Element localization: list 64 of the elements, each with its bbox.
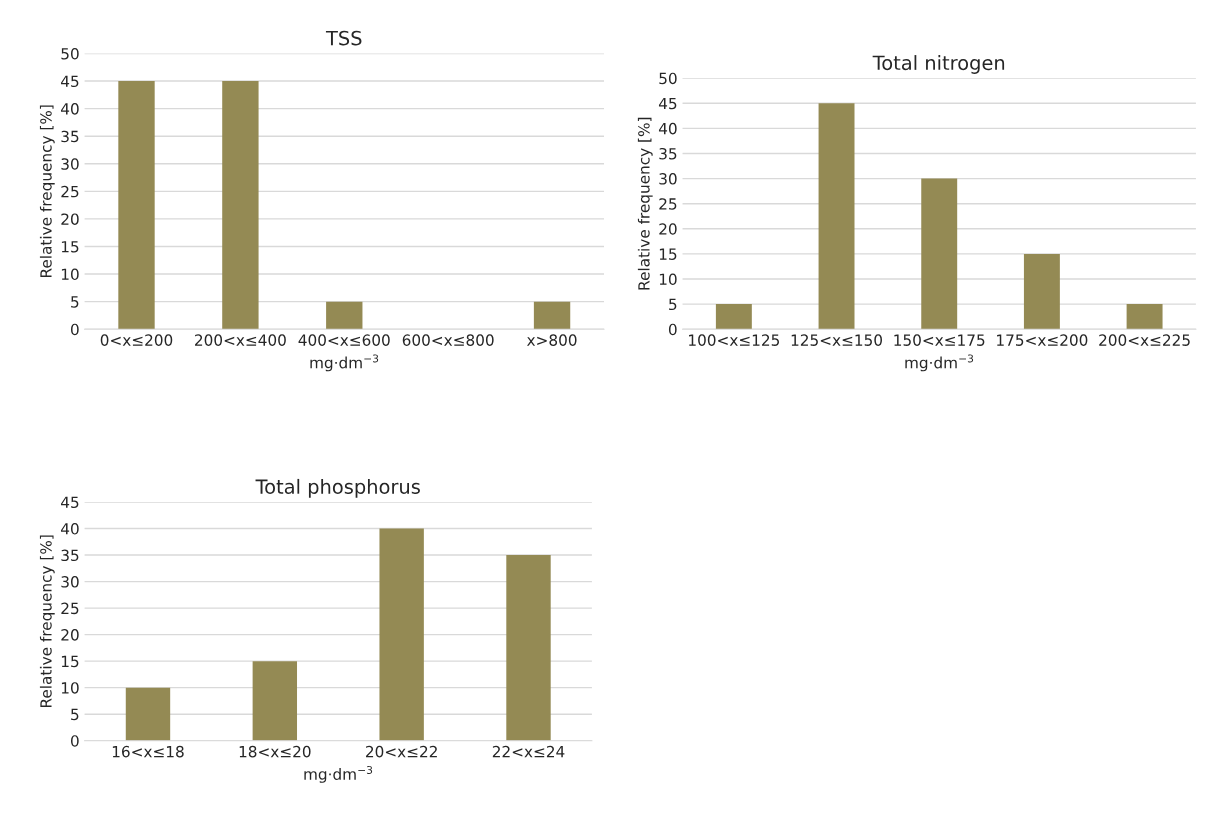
bar <box>818 103 855 330</box>
x-tick-label: 18<x≤20 <box>239 745 311 758</box>
chart-title: TSS <box>325 30 362 46</box>
y-tick-label: 30 <box>61 576 79 588</box>
y-tick-label: 15 <box>659 248 677 260</box>
bar <box>252 661 298 741</box>
x-tick-label: 22<x≤24 <box>492 745 565 758</box>
y-tick-label: 0 <box>668 323 677 336</box>
y-tick-label: 25 <box>659 198 677 210</box>
y-axis-title: Relative frequency [%] <box>39 105 55 278</box>
y-tick-label: 5 <box>71 296 79 308</box>
x-tick-label: 400<x≤600 <box>298 334 390 346</box>
y-tick-label: 10 <box>659 273 677 286</box>
y-tick-label: 15 <box>61 241 79 253</box>
bar <box>506 555 551 741</box>
chart-title: Total nitrogen <box>872 55 1005 74</box>
y-tick-label: 30 <box>61 158 79 170</box>
y-axis-title: Relative frequency [%] <box>637 117 653 290</box>
x-axis-title: mg·dm$^{−3}$ <box>310 354 379 372</box>
y-tick-label: 50 <box>659 72 677 85</box>
y-tick-label: 35 <box>659 147 677 160</box>
x-tick-label: x>800 <box>526 334 577 346</box>
x-axis-title: mg·dm$^{−3}$ <box>905 354 974 372</box>
y-tick-label: 40 <box>658 122 677 135</box>
x-tick-label: 200<x≤225 <box>1099 334 1190 346</box>
y-tick-label: 45 <box>61 75 79 88</box>
y-tick-label: 45 <box>658 97 677 110</box>
x-tick-label: 200<x≤400 <box>195 334 286 346</box>
bar <box>1023 253 1060 330</box>
y-tick-label: 0 <box>70 735 79 747</box>
y-tick-label: 10 <box>61 268 79 281</box>
y-tick-label: 35 <box>61 549 79 562</box>
bar <box>125 687 171 741</box>
y-tick-label: 45 <box>61 496 79 509</box>
bar <box>715 304 752 330</box>
y-tick-label: 25 <box>61 602 79 615</box>
y-tick-label: 15 <box>61 655 79 668</box>
bar <box>1126 304 1163 330</box>
x-tick-label: 0<x≤200 <box>100 334 173 346</box>
y-tick-label: 40 <box>61 103 79 115</box>
y-tick-label: 0 <box>70 323 79 336</box>
y-tick-label: 5 <box>669 298 677 311</box>
bar <box>921 178 958 330</box>
x-tick-label: 175<x≤200 <box>997 334 1088 346</box>
x-tick-label: 150<x≤175 <box>894 334 985 346</box>
y-tick-label: 50 <box>61 47 79 60</box>
x-tick-label: 600<x≤800 <box>402 334 494 346</box>
x-tick-label: 16<x≤18 <box>112 745 184 758</box>
y-tick-label: 40 <box>61 523 79 535</box>
y-tick-label: 20 <box>61 213 79 225</box>
x-tick-label: 100<x≤125 <box>689 334 780 346</box>
y-tick-label: 10 <box>61 682 79 694</box>
y-tick-label: 5 <box>71 708 79 721</box>
x-tick-label: 20<x≤22 <box>366 745 437 758</box>
y-tick-label: 35 <box>61 130 79 143</box>
chart-title: Total phosphorus <box>255 478 420 498</box>
x-tick-label: 125<x≤150 <box>791 334 883 346</box>
y-tick-label: 30 <box>659 173 677 185</box>
y-axis-title: Relative frequency [%] <box>39 535 55 708</box>
y-tick-label: 20 <box>61 629 79 641</box>
x-axis-title: mg·dm$^{−3}$ <box>304 765 373 783</box>
bar <box>379 528 424 741</box>
y-tick-label: 20 <box>659 223 677 235</box>
y-tick-label: 25 <box>61 185 79 198</box>
